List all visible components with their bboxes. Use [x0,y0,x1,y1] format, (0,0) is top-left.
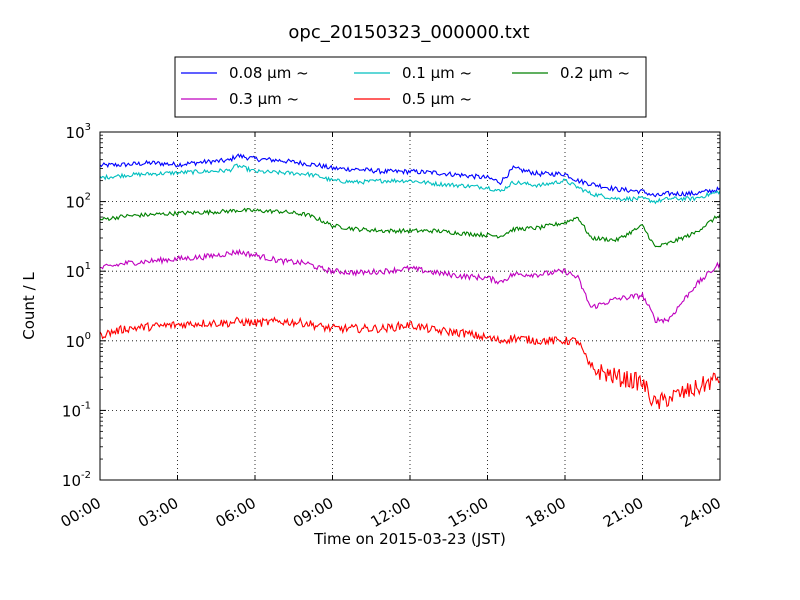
y-tick-label: 101 [66,261,91,281]
y-tick-base: 10 [66,333,85,351]
legend: 0.08 μm ~ 0.1 μm ~ 0.2 μm ~ 0.3 μm ~ 0.5 μm … [174,56,647,118]
series-line-5 [99,316,721,410]
y-tick-exponent: 2 [85,192,91,203]
y-tick-label: 10-2 [62,470,91,490]
series-line-3 [99,207,721,248]
legend-label-5: 0.5 μm ~ [402,90,472,108]
legend-label-3: 0.2 μm ~ [560,64,630,82]
legend-label-1: 0.08 μm ~ [229,64,309,82]
series-layer [99,153,721,410]
legend-label-4: 0.3 μm ~ [229,90,299,108]
y-tick-exponent: 1 [85,261,91,272]
y-tick-base: 10 [62,402,81,420]
series-line-2 [99,163,721,205]
y-tick-base: 10 [66,124,85,142]
y-tick-exponent: 3 [85,122,91,133]
series-line-1 [99,153,721,198]
y-axis-label: Count / L [20,272,38,340]
legend-label-2: 0.1 μm ~ [402,64,472,82]
y-tick-exponent: -1 [81,400,91,411]
y-tick-label: 102 [66,192,91,212]
series-line-4 [100,248,721,325]
chart-title: opc_20150323_000000.txt [288,22,529,43]
y-tick-base: 10 [66,194,85,212]
y-tick-label: 100 [66,331,91,351]
y-tick-label: 10-1 [62,400,91,420]
y-tick-base: 10 [66,263,85,281]
legend-box [174,56,647,118]
x-axis-label: Time on 2015-03-23 (JST) [313,530,506,548]
y-tick-exponent: -2 [81,470,91,481]
y-tick-exponent: 0 [85,331,91,342]
grid [100,132,720,480]
y-tick-base: 10 [62,472,81,490]
y-tick-label: 103 [66,122,91,142]
